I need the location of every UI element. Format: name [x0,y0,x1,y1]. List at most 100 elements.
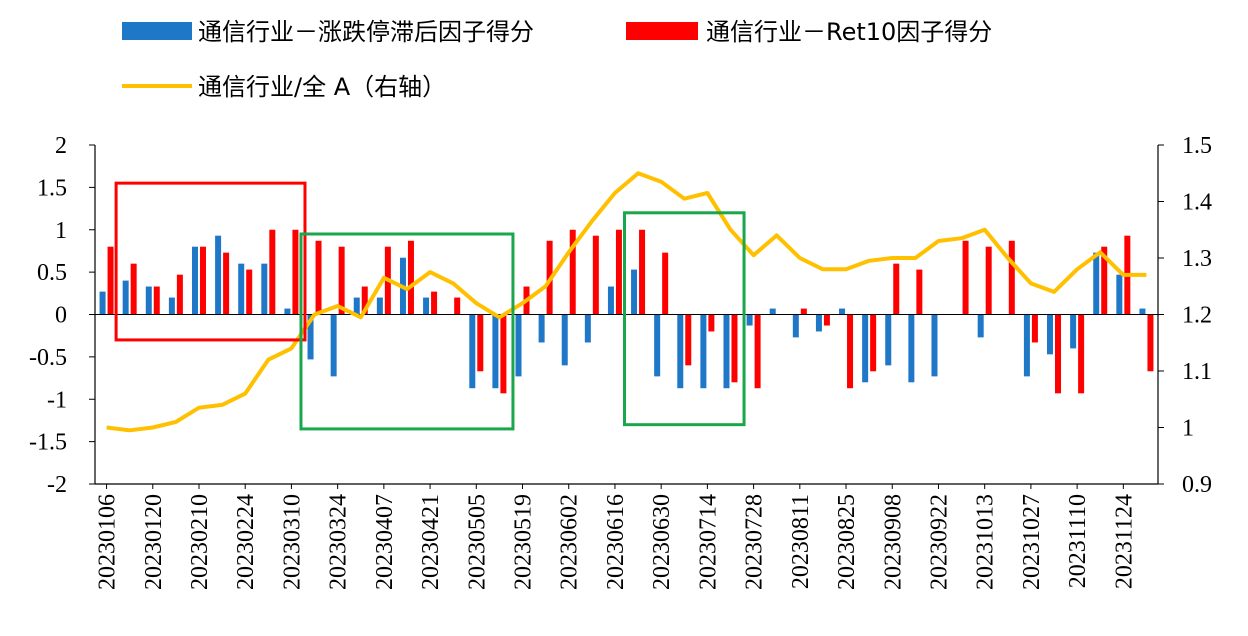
bar-limit-factor [839,308,846,315]
bar-limit-factor [862,314,869,383]
left-tick-label: 1 [55,218,67,244]
bar-limit-factor [1093,252,1100,315]
bar-ret10-factor [361,286,368,315]
bar-limit-factor [168,297,175,315]
left-tick-label: -2 [47,472,67,498]
x-tick-label: 20230602 [557,494,583,590]
bar-limit-factor [931,314,938,377]
legend: 通信行业－涨跌停滞后因子得分 通信行业－Ret10因子得分 通信行业/全 A（右… [122,18,992,101]
x-tick-label: 20230922 [926,494,952,590]
bar-ret10-factor [847,314,854,389]
x-tick-label: 20230630 [649,494,675,590]
right-tick-label: 1 [1182,416,1194,442]
bar-limit-factor [677,314,684,389]
right-tick-label: 1.5 [1182,133,1212,159]
bar-limit-factor [1070,314,1077,349]
right-tick-label: 1.4 [1182,190,1212,216]
bar-ret10-factor [431,291,438,315]
bar-ret10-factor [569,229,576,315]
bar-limit-factor [977,314,984,338]
x-tick-label: 20230407 [372,494,398,590]
bar-limit-factor [307,314,314,360]
left-tick-label: 0 [55,303,67,329]
bar-ret10-factor [130,263,137,315]
bar-ret10-factor [823,314,830,326]
bar-ret10-factor [1147,314,1154,372]
bar-limit-factor [215,235,222,315]
bar-limit-factor [353,297,360,315]
x-tick-label: 20231013 [973,494,999,590]
bar-limit-factor [515,314,522,377]
bar-ret10-factor [639,229,646,315]
bar-limit-factor [1023,314,1030,377]
bar-limit-factor [885,314,892,366]
right-tick-label: 1.3 [1182,246,1212,272]
bar-ret10-factor [870,314,877,372]
line-relative-performance [106,171,1147,433]
x-tick-label: 20230224 [233,494,259,590]
bar-limit-factor [908,314,915,383]
bar-limit-factor [792,314,799,338]
bar-limit-factor [561,314,568,366]
left-tick-label: 0.5 [37,260,67,286]
bar-limit-factor [423,297,430,315]
bar-limit-factor [538,314,545,343]
x-tick-label: 20230421 [418,494,444,590]
bar-ret10-factor [338,246,345,315]
x-tick-label: 20231110 [1065,494,1091,588]
bar-ret10-factor [615,229,622,315]
bar-ret10-factor [962,240,969,315]
bar-limit-factor [261,263,268,315]
plot-area: 2 1.5 1 0.5 0 -0.5 -1 -1.5 -2 1.5 1.4 1.3 1.2 1.1 1 0.9… [29,133,1212,590]
x-tick-label: 20230106 [95,494,121,590]
x-tick-label: 20230210 [187,494,213,590]
bar-ret10-factor [199,246,206,315]
bar-ret10-factor [731,314,738,383]
bar-limit-factor [469,314,476,389]
legend-label-relative-line: 通信行业/全 A（右轴） [198,73,446,101]
x-tick-label: 20230310 [279,494,305,590]
bar-limit-factor [238,263,245,315]
bar-ret10-factor [246,269,253,315]
bar-limit-factor [376,297,383,315]
highlight-box-3 [623,211,746,427]
bar-limit-factor [99,291,106,315]
bar-ret10-factor [107,246,114,315]
bar-ret10-factor [662,252,669,315]
x-tick-label: 20230811 [788,494,814,589]
bar-ret10-factor [176,274,183,315]
bar-ret10-factor [708,314,715,332]
left-tick-label: -1.5 [29,430,67,456]
x-tick-label: 20230519 [511,494,537,590]
bar-ret10-factor [1031,314,1038,343]
bar-ret10-factor [916,269,923,315]
bar-limit-factor [654,314,661,377]
left-tick-label: -0.5 [29,345,67,371]
x-tick-label: 20231124 [1111,494,1137,589]
legend-swatch-ret10-factor [626,22,698,40]
bar-ret10-factor [754,314,761,389]
bar-limit-factor [1139,308,1146,315]
bar-ret10-factor [407,240,414,315]
bar-limit-factor [746,314,753,326]
bar-ret10-factor [269,229,276,315]
bar-limit-factor [191,246,198,315]
legend-label-limit-factor: 通信行业－涨跌停滞后因子得分 [198,18,534,46]
bar-ret10-factor [1078,314,1085,394]
bar-ret10-factor [315,240,322,315]
bar-ret10-factor [592,235,599,315]
bar-limit-factor [584,314,591,343]
left-tick-label: -1 [47,387,67,413]
bar-ret10-factor [1008,240,1015,315]
bar-limit-factor [284,308,291,315]
x-tick-label: 20230825 [834,494,860,590]
x-tick-label: 20230324 [326,494,352,590]
x-tick-label: 20230120 [141,494,167,590]
highlight-box-2 [299,232,515,431]
bar-ret10-factor [500,314,507,394]
left-tick-label: 1.5 [37,175,67,201]
bar-ret10-factor [477,314,484,372]
bar-ret10-factor [223,252,230,315]
left-tick-label: 2 [55,133,67,159]
